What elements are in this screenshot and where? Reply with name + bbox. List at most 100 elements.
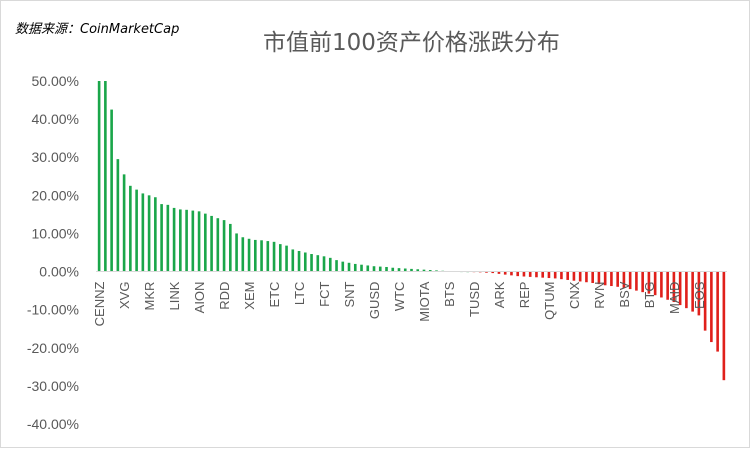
y-tick-label: 50.00% bbox=[32, 73, 79, 89]
x-tick-label: FCT bbox=[317, 282, 332, 307]
bar bbox=[585, 271, 588, 283]
x-tick-label: REP bbox=[517, 282, 532, 309]
bar bbox=[610, 271, 613, 287]
source-note: 数据来源：CoinMarketCap bbox=[15, 22, 180, 37]
bar bbox=[622, 271, 626, 288]
bar bbox=[628, 271, 632, 290]
bar bbox=[122, 174, 126, 272]
y-tick-label: -10.00% bbox=[27, 302, 79, 318]
bar bbox=[241, 237, 245, 272]
bar bbox=[191, 210, 195, 272]
y-tick-label: 30.00% bbox=[32, 149, 79, 165]
bar bbox=[416, 269, 420, 272]
bar bbox=[397, 268, 401, 272]
bar bbox=[378, 266, 382, 272]
bar bbox=[278, 244, 282, 272]
bar bbox=[553, 271, 557, 279]
x-tick-label: BSV bbox=[617, 281, 632, 307]
y-tick-label: 10.00% bbox=[32, 225, 79, 241]
bar bbox=[572, 271, 576, 281]
bar bbox=[685, 271, 688, 309]
x-tick-label: LINK bbox=[167, 281, 182, 310]
bar bbox=[616, 271, 619, 287]
bar bbox=[341, 261, 345, 272]
bar bbox=[353, 263, 357, 272]
bar bbox=[422, 269, 426, 272]
bar bbox=[229, 223, 232, 272]
bar bbox=[672, 271, 676, 303]
y-tick-label: -30.00% bbox=[27, 378, 79, 394]
bar bbox=[147, 195, 151, 272]
bar bbox=[135, 189, 138, 272]
bar bbox=[235, 233, 238, 272]
bar bbox=[653, 271, 657, 296]
bar bbox=[110, 109, 113, 272]
x-tick-label: RDD bbox=[217, 282, 232, 310]
bar bbox=[141, 193, 145, 272]
bar bbox=[428, 270, 432, 272]
bar bbox=[322, 256, 326, 272]
bar bbox=[360, 264, 363, 272]
bar bbox=[541, 271, 545, 278]
bar bbox=[403, 268, 407, 272]
y-tick-label: -20.00% bbox=[27, 340, 79, 356]
bar bbox=[179, 209, 182, 272]
bar bbox=[335, 260, 338, 272]
bar bbox=[316, 255, 320, 272]
x-tick-label: SNT bbox=[342, 282, 357, 308]
y-tick-label: 20.00% bbox=[32, 187, 79, 203]
bar bbox=[297, 250, 301, 272]
bar bbox=[678, 271, 682, 306]
x-tick-label: GUSD bbox=[367, 282, 382, 320]
bar bbox=[285, 245, 288, 272]
bar bbox=[266, 241, 270, 272]
bar bbox=[166, 204, 170, 272]
bar bbox=[328, 257, 332, 272]
bar bbox=[210, 215, 213, 272]
x-tick-label: QTUM bbox=[542, 282, 557, 320]
bar bbox=[303, 252, 307, 272]
x-tick-label: EOS bbox=[692, 281, 707, 309]
bar bbox=[560, 271, 563, 280]
bar bbox=[535, 271, 538, 278]
x-tick-label: RVN bbox=[592, 282, 607, 309]
bar bbox=[522, 271, 526, 277]
chart-title: 市值前100资产价格涨跌分布 bbox=[263, 30, 560, 56]
bar bbox=[647, 271, 651, 294]
bar bbox=[716, 271, 719, 352]
y-tick-label: 40.00% bbox=[32, 111, 79, 127]
x-tick-label: BTG bbox=[642, 282, 657, 309]
bar bbox=[503, 271, 507, 275]
bar bbox=[204, 213, 207, 272]
bar bbox=[722, 271, 726, 381]
x-tick-label: XVG bbox=[117, 282, 132, 309]
bar bbox=[310, 254, 313, 272]
bar bbox=[603, 271, 607, 286]
bar bbox=[597, 271, 601, 285]
bar bbox=[510, 271, 513, 276]
bar bbox=[635, 271, 638, 291]
bar bbox=[104, 81, 107, 272]
bar bbox=[710, 271, 713, 343]
x-tick-label: WTC bbox=[392, 282, 407, 312]
bar bbox=[578, 271, 582, 282]
bar bbox=[528, 271, 532, 277]
bar bbox=[703, 271, 707, 331]
bar bbox=[247, 238, 251, 272]
bar bbox=[160, 204, 163, 272]
bar bbox=[129, 185, 132, 272]
bar bbox=[410, 268, 413, 272]
bar bbox=[566, 271, 569, 280]
bar bbox=[272, 241, 276, 272]
bar bbox=[366, 265, 370, 272]
bar bbox=[97, 81, 101, 272]
y-tick-label: -40.00% bbox=[27, 416, 79, 432]
bar bbox=[291, 249, 295, 272]
bar bbox=[216, 218, 220, 272]
bar bbox=[435, 270, 438, 272]
x-tick-label: BTS bbox=[442, 281, 457, 307]
bar bbox=[391, 267, 395, 272]
bar bbox=[660, 271, 663, 298]
x-tick-label: CENNZ bbox=[92, 282, 107, 327]
